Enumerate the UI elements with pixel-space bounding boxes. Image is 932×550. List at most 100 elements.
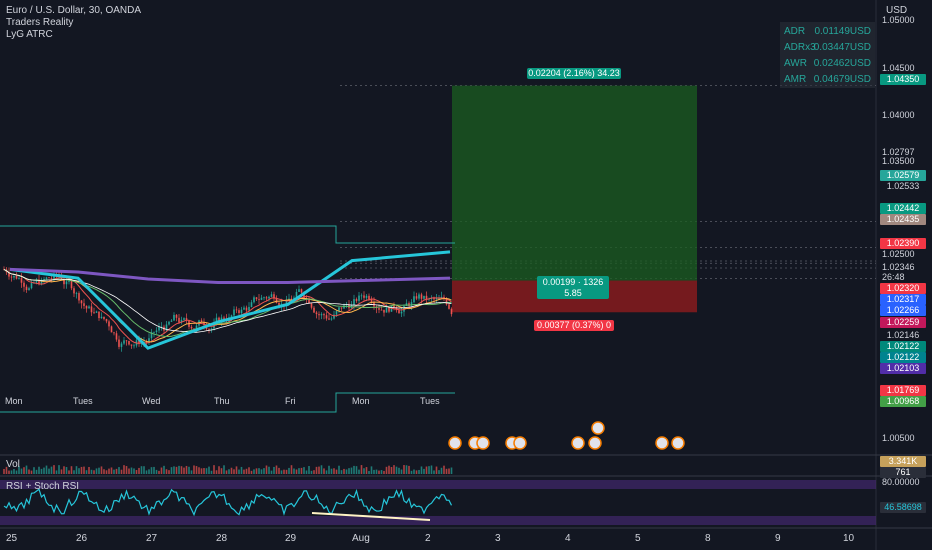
volume-bar xyxy=(73,470,75,474)
price-tick: 1.04500 xyxy=(882,63,915,73)
volume-bar xyxy=(193,465,195,474)
volume-bar xyxy=(45,465,48,474)
volume-bar xyxy=(418,469,420,474)
indicator-traders-reality[interactable]: Traders Reality xyxy=(6,17,74,28)
volume-bar xyxy=(153,466,155,474)
volume-bar xyxy=(365,467,368,474)
candle-body xyxy=(165,324,168,331)
candle-body xyxy=(440,296,443,299)
volume-bar xyxy=(235,466,238,474)
volume-bar xyxy=(28,469,30,474)
price-tag: 1.02435 xyxy=(880,214,926,225)
volume-bar xyxy=(423,468,425,474)
candle-body xyxy=(258,299,260,300)
candle-body xyxy=(158,326,160,331)
volume-bar xyxy=(373,469,375,474)
candle-body xyxy=(178,317,180,323)
volume-bar xyxy=(288,467,290,474)
volume-bar xyxy=(240,466,243,474)
candle-body xyxy=(13,275,15,278)
volume-bar xyxy=(125,466,128,474)
candle-body xyxy=(290,298,293,300)
symbol-title[interactable]: Euro / U.S. Dollar, 30, OANDA xyxy=(6,5,142,16)
volume-bar xyxy=(268,466,270,474)
price-tag: 1.02266 xyxy=(880,305,926,316)
price-tag: 1.02122 xyxy=(880,341,926,352)
volume-bar xyxy=(120,469,123,474)
candle-body xyxy=(298,289,300,292)
candle-body xyxy=(308,298,310,304)
volume-bar xyxy=(220,468,223,474)
volume-bar xyxy=(208,466,210,474)
candle-body xyxy=(238,310,240,314)
candle-body xyxy=(90,306,93,313)
volume-tag-2: 761 xyxy=(880,467,926,478)
candle-body xyxy=(133,345,135,347)
candle-body xyxy=(380,309,383,311)
candle-body xyxy=(220,317,223,321)
price-tag: 1.02122 xyxy=(880,352,926,363)
candle-body xyxy=(408,303,410,306)
stat-amr: AMR 0.04679USD xyxy=(784,74,871,85)
volume-bar xyxy=(55,470,58,474)
candle-body xyxy=(278,302,280,307)
indicator-lyg-atrc[interactable]: LyG ATRC xyxy=(6,29,53,40)
rsi-label[interactable]: RSI + Stoch RSI xyxy=(6,481,80,492)
volume-bar xyxy=(265,465,268,474)
volume-bar xyxy=(218,466,220,474)
entry-label[interactable]: 0.00199 · 1326 5.85 xyxy=(537,276,609,299)
volume-bar xyxy=(245,468,248,474)
volume-label[interactable]: Vol xyxy=(6,459,20,470)
volume-bar xyxy=(390,466,393,474)
candle-body xyxy=(150,332,153,339)
volume-bar xyxy=(148,469,150,474)
chart-legend: Euro / U.S. Dollar, 30, OANDA Traders Re… xyxy=(6,5,141,41)
price-tag: 1.02103 xyxy=(880,363,926,374)
volume-bar xyxy=(135,469,138,474)
candle-body xyxy=(403,305,405,312)
volume-bar xyxy=(170,467,173,474)
volume-bar xyxy=(310,470,313,474)
volume-bar xyxy=(283,469,285,474)
time-label: Wed xyxy=(142,396,161,406)
candle-body xyxy=(118,339,120,347)
candle-body xyxy=(108,321,110,327)
volume-bar xyxy=(280,470,283,474)
stop-label[interactable]: 0.00377 (0.37%) 0 xyxy=(534,320,614,331)
candle-body xyxy=(363,295,365,298)
ema-cyan xyxy=(9,250,451,350)
candle-body xyxy=(215,317,218,324)
volume-bar xyxy=(233,469,235,474)
candle-body xyxy=(335,311,338,315)
time-label: Tues xyxy=(420,396,440,406)
date-label: 25 xyxy=(6,533,18,544)
date-label: 29 xyxy=(285,533,297,544)
range-stats-table: ADR 0.01149USD ADRx3 0.03447USD AWR 0.02462… xyxy=(780,22,875,88)
candle-body xyxy=(340,307,343,309)
candle-body xyxy=(65,281,68,285)
candle-body xyxy=(85,305,88,309)
candle-body xyxy=(405,303,408,306)
candle-body xyxy=(50,277,53,279)
candle-body xyxy=(40,280,43,285)
target-label[interactable]: 0.02204 (2.16%) 34.23 xyxy=(527,68,621,79)
price-tag: 1.04350 xyxy=(880,74,926,85)
volume-bar xyxy=(163,465,165,474)
candle-body xyxy=(223,317,225,319)
rsi-line xyxy=(3,488,453,517)
volume-bar xyxy=(325,470,328,474)
date-label: 26 xyxy=(76,533,88,544)
bar-countdown: 26:48 xyxy=(882,272,905,282)
date-label: 5 xyxy=(635,533,641,544)
volume-bar xyxy=(303,467,305,474)
volume-bar xyxy=(353,465,355,474)
volume-bar xyxy=(400,469,403,474)
volume-bar xyxy=(300,467,303,474)
candle-body xyxy=(75,293,78,294)
candle-body xyxy=(423,295,425,299)
volume-bar xyxy=(270,470,273,474)
candle-body xyxy=(113,332,115,334)
volume-bar xyxy=(368,470,370,474)
candle-body xyxy=(95,311,98,313)
candle-body xyxy=(270,294,273,297)
